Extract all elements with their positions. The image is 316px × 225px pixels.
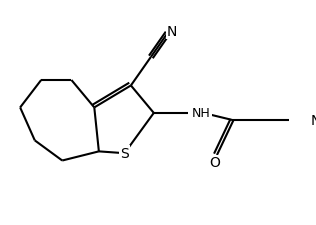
Text: N: N [167,25,177,39]
Text: O: O [210,156,221,170]
Text: N: N [311,114,316,128]
Text: NH: NH [192,107,211,120]
Text: S: S [120,146,129,160]
